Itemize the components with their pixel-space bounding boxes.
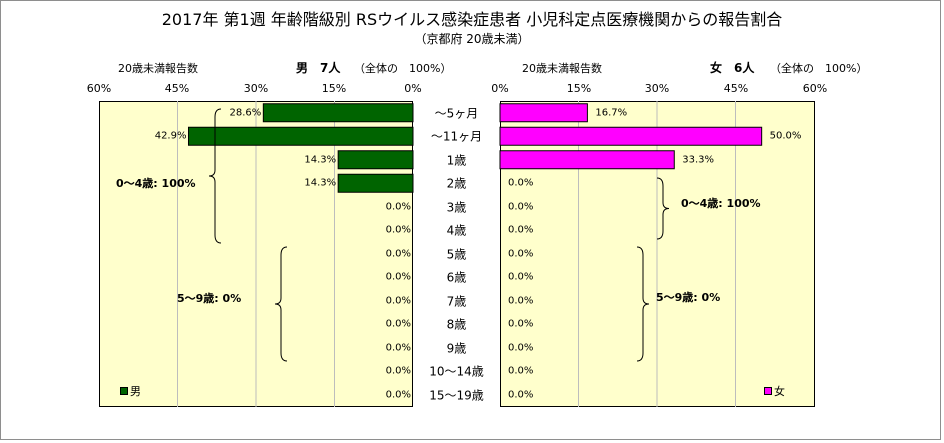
female-value-label: 0.0%	[508, 201, 534, 213]
female-value-label: 0.0%	[508, 389, 534, 401]
chart-subtitle: （京都府 20歳未満）	[414, 32, 530, 46]
male-value-label: 0.0%	[385, 248, 411, 260]
category-label: 4歳	[446, 223, 467, 238]
male-value-label: 14.3%	[304, 177, 337, 189]
male-value-label: 0.0%	[385, 224, 411, 236]
male-bar	[337, 173, 414, 193]
female-bar	[499, 103, 588, 123]
male-value-label: 0.0%	[385, 318, 411, 330]
right-tick-label: 15%	[566, 82, 592, 95]
category-label: ～11ヶ月	[430, 129, 483, 144]
left-tick-label: 45%	[164, 82, 190, 95]
male-bar	[187, 126, 414, 146]
male-value-label: 0.0%	[385, 271, 411, 283]
right-brace-5-9	[636, 246, 650, 362]
category-label: ～5ヶ月	[434, 106, 479, 121]
female-value-label: 0.0%	[508, 271, 534, 283]
right-brace-0-4	[656, 177, 670, 240]
left-tick-label: 30%	[243, 82, 269, 95]
male-value-label: 0.0%	[385, 342, 411, 354]
female-value-label: 16.7%	[595, 107, 628, 119]
left-tick-label: 15%	[321, 82, 347, 95]
left-group-label-0-4: 0～4歳: 100%	[116, 177, 196, 190]
female-value-label: 0.0%	[508, 342, 534, 354]
right-tick-label: 30%	[644, 82, 670, 95]
male-value-label: 0.0%	[385, 201, 411, 213]
left-tick-label: 0%	[404, 82, 422, 95]
female-value-label: 0.0%	[508, 248, 534, 260]
female-value-label: 0.0%	[508, 177, 534, 189]
category-label: 3歳	[446, 200, 467, 215]
legend-male: 男	[120, 383, 141, 399]
category-label: 5歳	[446, 247, 467, 262]
legend-male-label: 男	[130, 385, 141, 398]
left-brace-0-4	[208, 108, 222, 244]
right-sex-count: 女 6人	[710, 61, 755, 75]
female-value-label: 0.0%	[508, 224, 534, 236]
left-count-label: 20歳未満報告数	[118, 62, 198, 75]
female-value-label: 0.0%	[508, 295, 534, 307]
category-label: 7歳	[446, 294, 467, 309]
left-brace-5-9	[274, 246, 288, 362]
legend-female-swatch	[764, 387, 772, 395]
male-bar	[337, 150, 414, 170]
male-value-label: 0.0%	[385, 389, 411, 401]
right-tick-label: 60%	[802, 82, 828, 95]
left-basis: （全体の 100%）	[354, 62, 452, 75]
female-bar	[499, 126, 763, 146]
legend-male-swatch	[120, 387, 128, 395]
female-value-label: 33.3%	[682, 154, 715, 166]
male-value-label: 0.0%	[385, 365, 411, 377]
category-label: 9歳	[446, 341, 467, 356]
left-group-label-5-9: 5～9歳: 0%	[177, 292, 242, 305]
right-tick-label: 0%	[491, 82, 509, 95]
category-label: 6歳	[446, 270, 467, 285]
left-sex-count: 男 7人	[296, 61, 341, 75]
female-value-label: 0.0%	[508, 318, 534, 330]
female-value-label: 50.0%	[769, 130, 802, 142]
right-group-label-5-9: 5～9歳: 0%	[656, 291, 721, 304]
right-count-label: 20歳未満報告数	[522, 62, 602, 75]
male-value-label: 42.9%	[154, 130, 187, 142]
category-label: 1歳	[446, 153, 467, 168]
legend-female-label: 女	[774, 385, 785, 398]
category-label: 15～19歳	[429, 388, 484, 403]
left-tick-label: 60%	[86, 82, 112, 95]
male-bar	[262, 103, 414, 123]
male-value-label: 14.3%	[304, 154, 337, 166]
female-value-label: 0.0%	[508, 365, 534, 377]
chart-title: 2017年 第1週 年齢階級別 RSウイルス感染症患者 小児科定点医療機関からの…	[161, 10, 783, 29]
category-label: 10～14歳	[429, 364, 484, 379]
right-group-label-0-4: 0～4歳: 100%	[681, 197, 761, 210]
category-label: 2歳	[446, 176, 467, 191]
right-basis: （全体の 100%）	[770, 62, 868, 75]
legend-female: 女	[764, 383, 785, 399]
female-bar	[499, 150, 675, 170]
right-tick-label: 45%	[723, 82, 749, 95]
category-label: 8歳	[446, 317, 467, 332]
male-value-label: 0.0%	[385, 295, 411, 307]
male-value-label: 28.6%	[229, 107, 262, 119]
